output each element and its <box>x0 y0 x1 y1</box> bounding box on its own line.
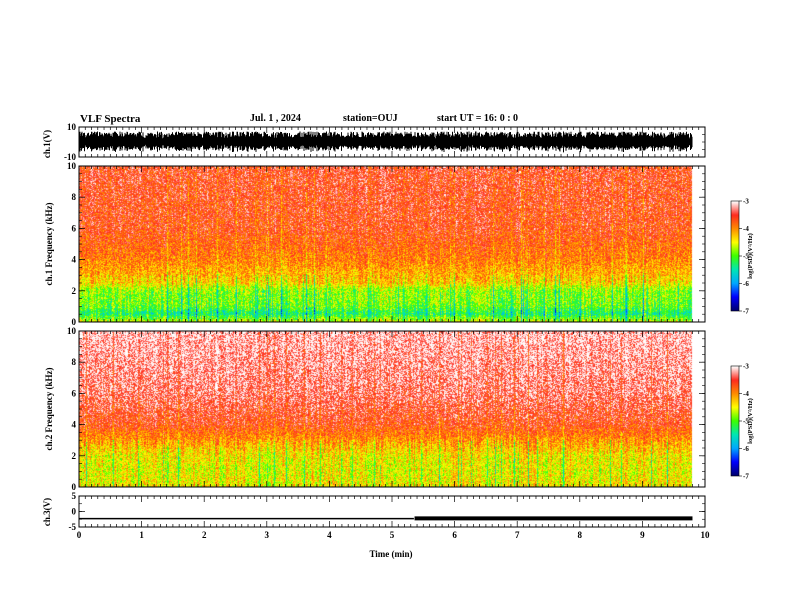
x-tick-label: 9 <box>640 530 645 540</box>
colorbar-ch1-label: log(PSD)(V²/Hz) <box>747 233 754 279</box>
colorbar-ch2-label: log(PSD)(V²/Hz) <box>747 398 754 444</box>
x-tick-label: 6 <box>452 530 457 540</box>
y-tick-label: 4 <box>72 420 77 430</box>
y-tick-label: 8 <box>72 357 77 367</box>
spectrogram-ch1 <box>79 166 693 322</box>
y-tick-label: 5 <box>72 491 77 501</box>
figure-title: VLF Spectra <box>80 113 140 125</box>
x-tick-label: 3 <box>265 530 270 540</box>
y-tick-label: 6 <box>72 223 77 233</box>
colorbar-tick-label: -6 <box>743 280 749 288</box>
y-tick-label: 10 <box>67 326 77 336</box>
y-tick-label: 10 <box>67 161 77 171</box>
date-label: Jul. 1 , 2024 <box>250 113 301 124</box>
x-axis-label: Time (min) <box>369 549 412 559</box>
spec2-ylabel: ch.2 Frequency (kHz) <box>44 367 54 450</box>
start-ut-label: start UT = 16: 0 : 0 <box>437 113 518 124</box>
colorbar-tick-label: -4 <box>743 390 749 398</box>
y-tick-label: 6 <box>72 388 77 398</box>
y-tick-label: 4 <box>72 255 77 265</box>
colorbar-tick-label: -4 <box>743 225 749 233</box>
ch1-waveform-trace <box>79 132 692 153</box>
x-tick-label: 8 <box>578 530 583 540</box>
x-tick-label: 0 <box>77 530 82 540</box>
station-label: station=OUJ <box>343 113 398 124</box>
x-tick-label: 7 <box>515 530 520 540</box>
x-tick-label: 10 <box>701 530 711 540</box>
colorbar-ch2 <box>731 366 739 476</box>
x-tick-label: 4 <box>327 530 332 540</box>
spec1-ylabel: ch.1 Frequency (kHz) <box>44 202 54 285</box>
colorbar-ch1 <box>731 201 739 311</box>
y-tick-label: 10 <box>67 122 77 132</box>
ch1-ylabel: ch.1(V) <box>42 130 52 158</box>
y-tick-label: -5 <box>69 522 77 532</box>
y-tick-label: 8 <box>72 192 77 202</box>
colorbar-tick-label: -7 <box>743 473 749 481</box>
x-tick-label: 2 <box>202 530 207 540</box>
y-tick-label: 2 <box>72 286 77 296</box>
ch3-ylabel: ch.3(V) <box>42 498 52 526</box>
spectrogram-ch2 <box>79 331 693 487</box>
colorbar-tick-label: -3 <box>743 363 749 371</box>
y-tick-label: 0 <box>72 507 77 517</box>
y-tick-label: 2 <box>72 451 77 461</box>
x-tick-label: 1 <box>139 530 144 540</box>
colorbar-tick-label: -3 <box>743 198 749 206</box>
colorbar-tick-label: -6 <box>743 445 749 453</box>
colorbar-tick-label: -7 <box>743 308 749 316</box>
x-tick-label: 5 <box>390 530 395 540</box>
vlf-figure: 10-100246810024681001234567891050-5-3-4-… <box>0 0 792 612</box>
